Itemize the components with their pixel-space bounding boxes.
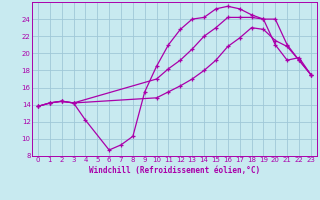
X-axis label: Windchill (Refroidissement éolien,°C): Windchill (Refroidissement éolien,°C)	[89, 166, 260, 175]
